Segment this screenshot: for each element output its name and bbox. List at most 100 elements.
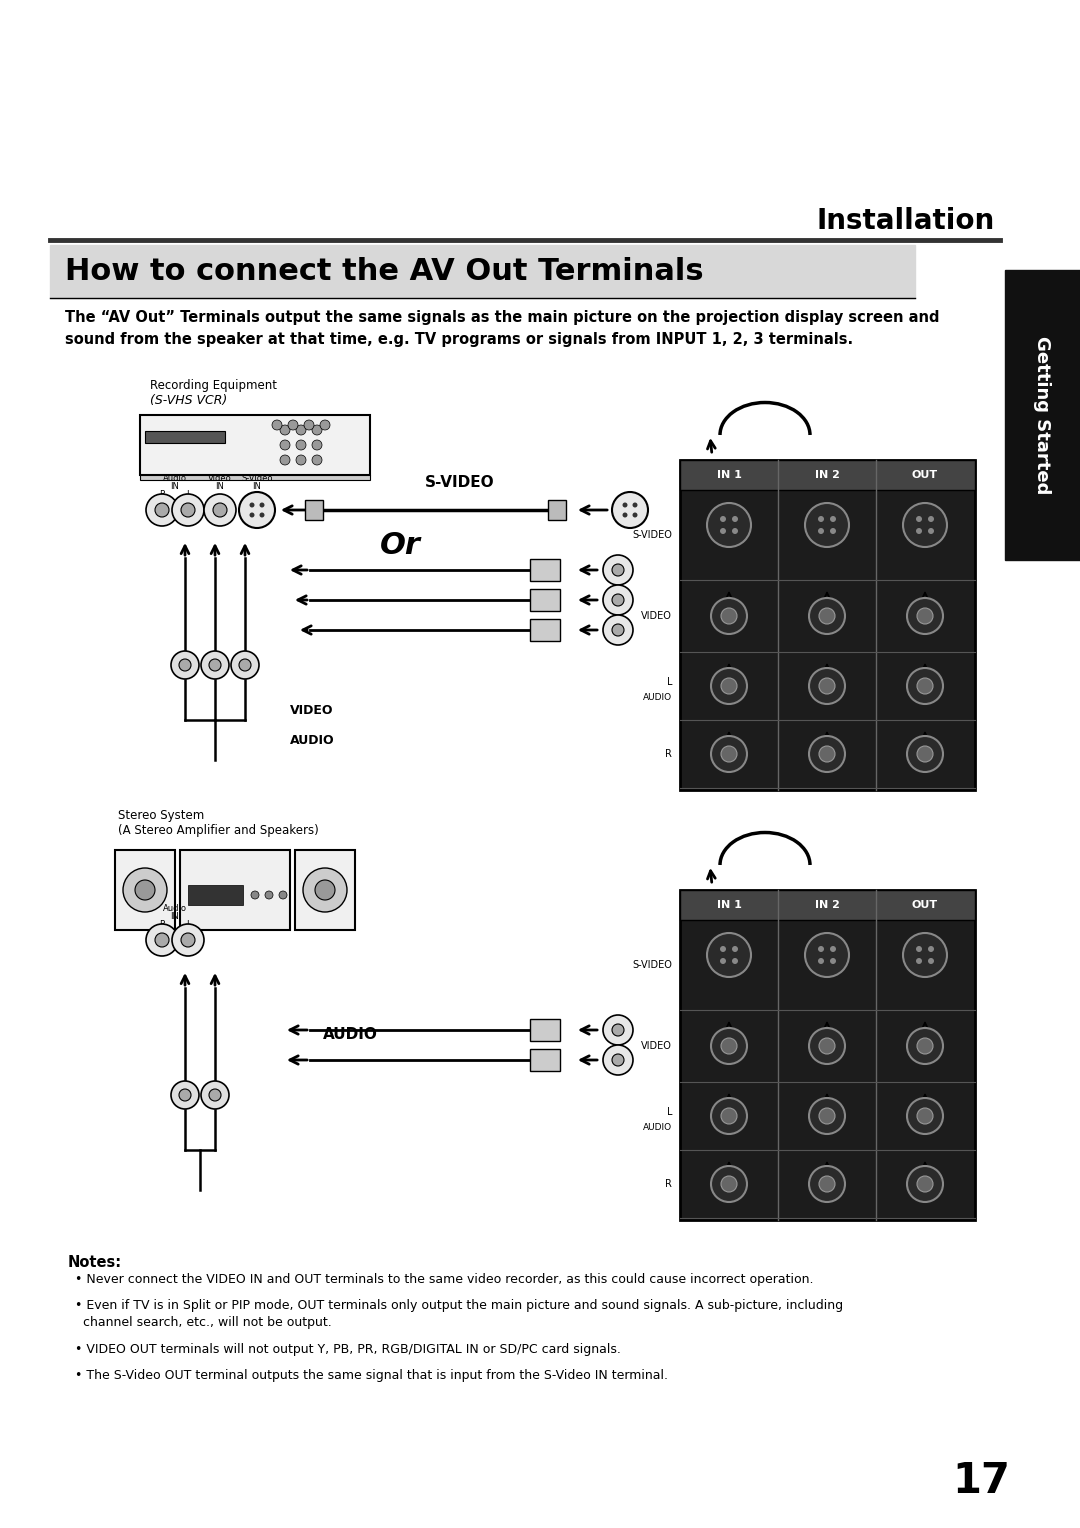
Circle shape — [818, 516, 824, 523]
Text: 17: 17 — [951, 1459, 1010, 1502]
Text: VIDEO: VIDEO — [291, 703, 334, 717]
Bar — [188, 885, 243, 905]
Circle shape — [720, 516, 726, 523]
Text: • The S-Video OUT terminal outputs the same signal that is input from the S-Vide: • The S-Video OUT terminal outputs the s… — [75, 1369, 669, 1381]
Bar — [145, 431, 225, 443]
Circle shape — [732, 529, 738, 533]
Circle shape — [819, 746, 835, 762]
Text: VIDEO: VIDEO — [642, 611, 672, 620]
Text: Video: Video — [208, 474, 232, 483]
Text: • VIDEO OUT terminals will not output Y, PB, PR, RGB/DIGITAL IN or SD/PC card si: • VIDEO OUT terminals will not output Y,… — [75, 1343, 621, 1355]
Circle shape — [819, 608, 835, 623]
Circle shape — [249, 503, 255, 507]
Circle shape — [809, 1028, 845, 1063]
Circle shape — [819, 678, 835, 694]
Circle shape — [907, 736, 943, 772]
Circle shape — [907, 668, 943, 704]
Text: L: L — [186, 920, 190, 929]
Circle shape — [720, 946, 726, 952]
Text: IN: IN — [171, 481, 179, 490]
Circle shape — [612, 1054, 624, 1067]
Circle shape — [612, 492, 648, 529]
Circle shape — [146, 924, 178, 957]
Text: AUDIO: AUDIO — [323, 1027, 377, 1042]
Circle shape — [819, 1177, 835, 1192]
Circle shape — [622, 512, 627, 518]
Bar — [530, 1050, 561, 1071]
Circle shape — [172, 924, 204, 957]
Bar — [140, 416, 370, 475]
Circle shape — [239, 659, 251, 671]
Circle shape — [903, 934, 947, 976]
Text: • Never connect the VIDEO IN and OUT terminals to the same video recorder, as th: • Never connect the VIDEO IN and OUT ter… — [75, 1273, 813, 1287]
Circle shape — [633, 512, 637, 518]
Circle shape — [171, 651, 199, 678]
Circle shape — [251, 891, 259, 898]
Text: L: L — [666, 677, 672, 688]
Circle shape — [907, 1166, 943, 1203]
Circle shape — [156, 934, 168, 947]
Circle shape — [805, 503, 849, 547]
Text: AUDIO: AUDIO — [643, 1123, 672, 1132]
Circle shape — [711, 736, 747, 772]
Circle shape — [296, 455, 306, 465]
Circle shape — [916, 958, 922, 964]
Circle shape — [280, 455, 291, 465]
Circle shape — [603, 585, 633, 614]
Text: Installation: Installation — [816, 206, 995, 235]
Text: • Even if TV is in Split or PIP mode, OUT terminals only output the main picture: • Even if TV is in Split or PIP mode, OU… — [75, 1299, 843, 1329]
Circle shape — [603, 555, 633, 585]
Bar — [530, 1019, 561, 1041]
Circle shape — [179, 1089, 191, 1102]
Circle shape — [711, 1099, 747, 1134]
Bar — [305, 500, 323, 520]
Circle shape — [732, 958, 738, 964]
Circle shape — [917, 1038, 933, 1054]
Circle shape — [831, 958, 836, 964]
Bar — [548, 500, 566, 520]
Circle shape — [711, 1166, 747, 1203]
Text: AUDIO: AUDIO — [291, 733, 335, 747]
Circle shape — [809, 597, 845, 634]
Circle shape — [272, 420, 282, 429]
Bar — [680, 889, 975, 1219]
Text: IN: IN — [171, 912, 179, 921]
Circle shape — [603, 1015, 633, 1045]
Circle shape — [711, 668, 747, 704]
Circle shape — [720, 529, 726, 533]
Text: VIDEO: VIDEO — [642, 1041, 672, 1051]
Circle shape — [312, 455, 322, 465]
Circle shape — [907, 1028, 943, 1063]
Circle shape — [303, 420, 314, 429]
Circle shape — [280, 425, 291, 435]
Circle shape — [279, 891, 287, 898]
Circle shape — [320, 420, 330, 429]
Circle shape — [201, 1080, 229, 1109]
Bar — [50, 244, 915, 298]
Circle shape — [917, 746, 933, 762]
Text: L: L — [186, 490, 190, 500]
Text: R: R — [159, 920, 165, 929]
Circle shape — [633, 503, 637, 507]
Text: IN: IN — [253, 481, 261, 490]
Circle shape — [179, 659, 191, 671]
Circle shape — [612, 1024, 624, 1036]
Circle shape — [259, 512, 265, 518]
Circle shape — [201, 651, 229, 678]
Circle shape — [312, 425, 322, 435]
Circle shape — [603, 614, 633, 645]
Circle shape — [721, 608, 737, 623]
Circle shape — [146, 494, 178, 526]
Circle shape — [204, 494, 237, 526]
Circle shape — [711, 597, 747, 634]
Bar — [680, 460, 975, 790]
Text: IN 1: IN 1 — [716, 471, 742, 480]
Circle shape — [928, 516, 934, 523]
Bar — [180, 850, 291, 931]
Circle shape — [818, 958, 824, 964]
Circle shape — [707, 503, 751, 547]
Text: OUT: OUT — [912, 471, 939, 480]
Text: IN 2: IN 2 — [814, 900, 839, 911]
Text: AUDIO: AUDIO — [643, 694, 672, 703]
Circle shape — [622, 503, 627, 507]
